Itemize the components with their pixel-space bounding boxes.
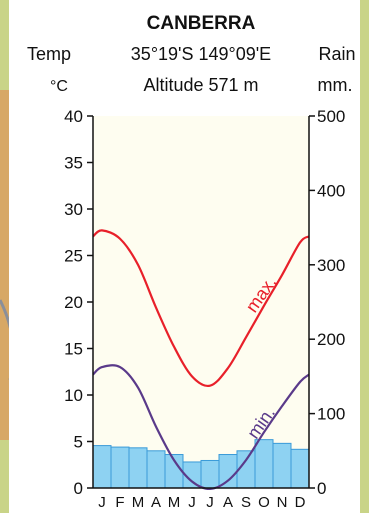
chart-card: CANBERRA Temp 35°19'S 149°09'E Rain °C A… bbox=[9, 0, 360, 513]
temperature-lines bbox=[92, 229, 310, 491]
rain-bar bbox=[110, 446, 130, 489]
month-label: J bbox=[98, 494, 106, 511]
rain-bar bbox=[200, 459, 220, 489]
month-label: A bbox=[223, 494, 233, 511]
rain-tick-label: 300 bbox=[317, 256, 345, 275]
altitude-label: Altitude 571 m bbox=[143, 75, 258, 95]
coordinates-label: 35°19'S 149°09'E bbox=[131, 44, 271, 64]
rain-bar bbox=[128, 447, 148, 489]
rain-bar bbox=[146, 450, 166, 489]
rain-bars bbox=[92, 439, 310, 489]
temp-tick-label: 30 bbox=[64, 200, 83, 219]
rain-tick-label: 500 bbox=[317, 107, 345, 126]
month-label: O bbox=[258, 494, 270, 511]
plot-area bbox=[93, 116, 309, 488]
temp-tick-label: 35 bbox=[64, 154, 83, 173]
month-label: J bbox=[206, 494, 214, 511]
month-label: D bbox=[295, 494, 306, 511]
temp-tick-label: 20 bbox=[64, 293, 83, 312]
month-label: J bbox=[188, 494, 196, 511]
temp-tick-label: 15 bbox=[64, 340, 83, 359]
rain-tick-label: 0 bbox=[317, 479, 326, 498]
rain-bar bbox=[218, 454, 238, 489]
temp-tick-label: 5 bbox=[74, 433, 83, 452]
temp-tick-label: 10 bbox=[64, 386, 83, 405]
right-axis-unit: mm. bbox=[318, 75, 353, 95]
month-label: M bbox=[132, 494, 145, 511]
month-label: M bbox=[168, 494, 181, 511]
right-axis-label: Rain bbox=[318, 44, 355, 64]
month-label: S bbox=[241, 494, 251, 511]
climate-chart: CANBERRA Temp 35°19'S 149°09'E Rain °C A… bbox=[27, 13, 356, 511]
rain-bar bbox=[290, 448, 310, 489]
rain-bar bbox=[272, 442, 292, 489]
chart-title: CANBERRA bbox=[147, 13, 256, 34]
rain-tick-label: 200 bbox=[317, 330, 345, 349]
temp-tick-label: 25 bbox=[64, 247, 83, 266]
left-axis-unit: °C bbox=[50, 78, 68, 95]
series-line bbox=[92, 364, 310, 491]
rain-tick-label: 100 bbox=[317, 405, 345, 424]
rain-bar bbox=[92, 445, 112, 489]
temp-tick-label: 0 bbox=[74, 479, 83, 498]
month-label: A bbox=[151, 494, 161, 511]
left-axis-label: Temp bbox=[27, 44, 71, 64]
rain-bar bbox=[254, 439, 274, 489]
rain-tick-label: 400 bbox=[317, 181, 345, 200]
temp-tick-label: 40 bbox=[64, 107, 83, 126]
month-label: N bbox=[277, 494, 288, 511]
series-line bbox=[92, 229, 310, 388]
month-label: F bbox=[115, 494, 124, 511]
